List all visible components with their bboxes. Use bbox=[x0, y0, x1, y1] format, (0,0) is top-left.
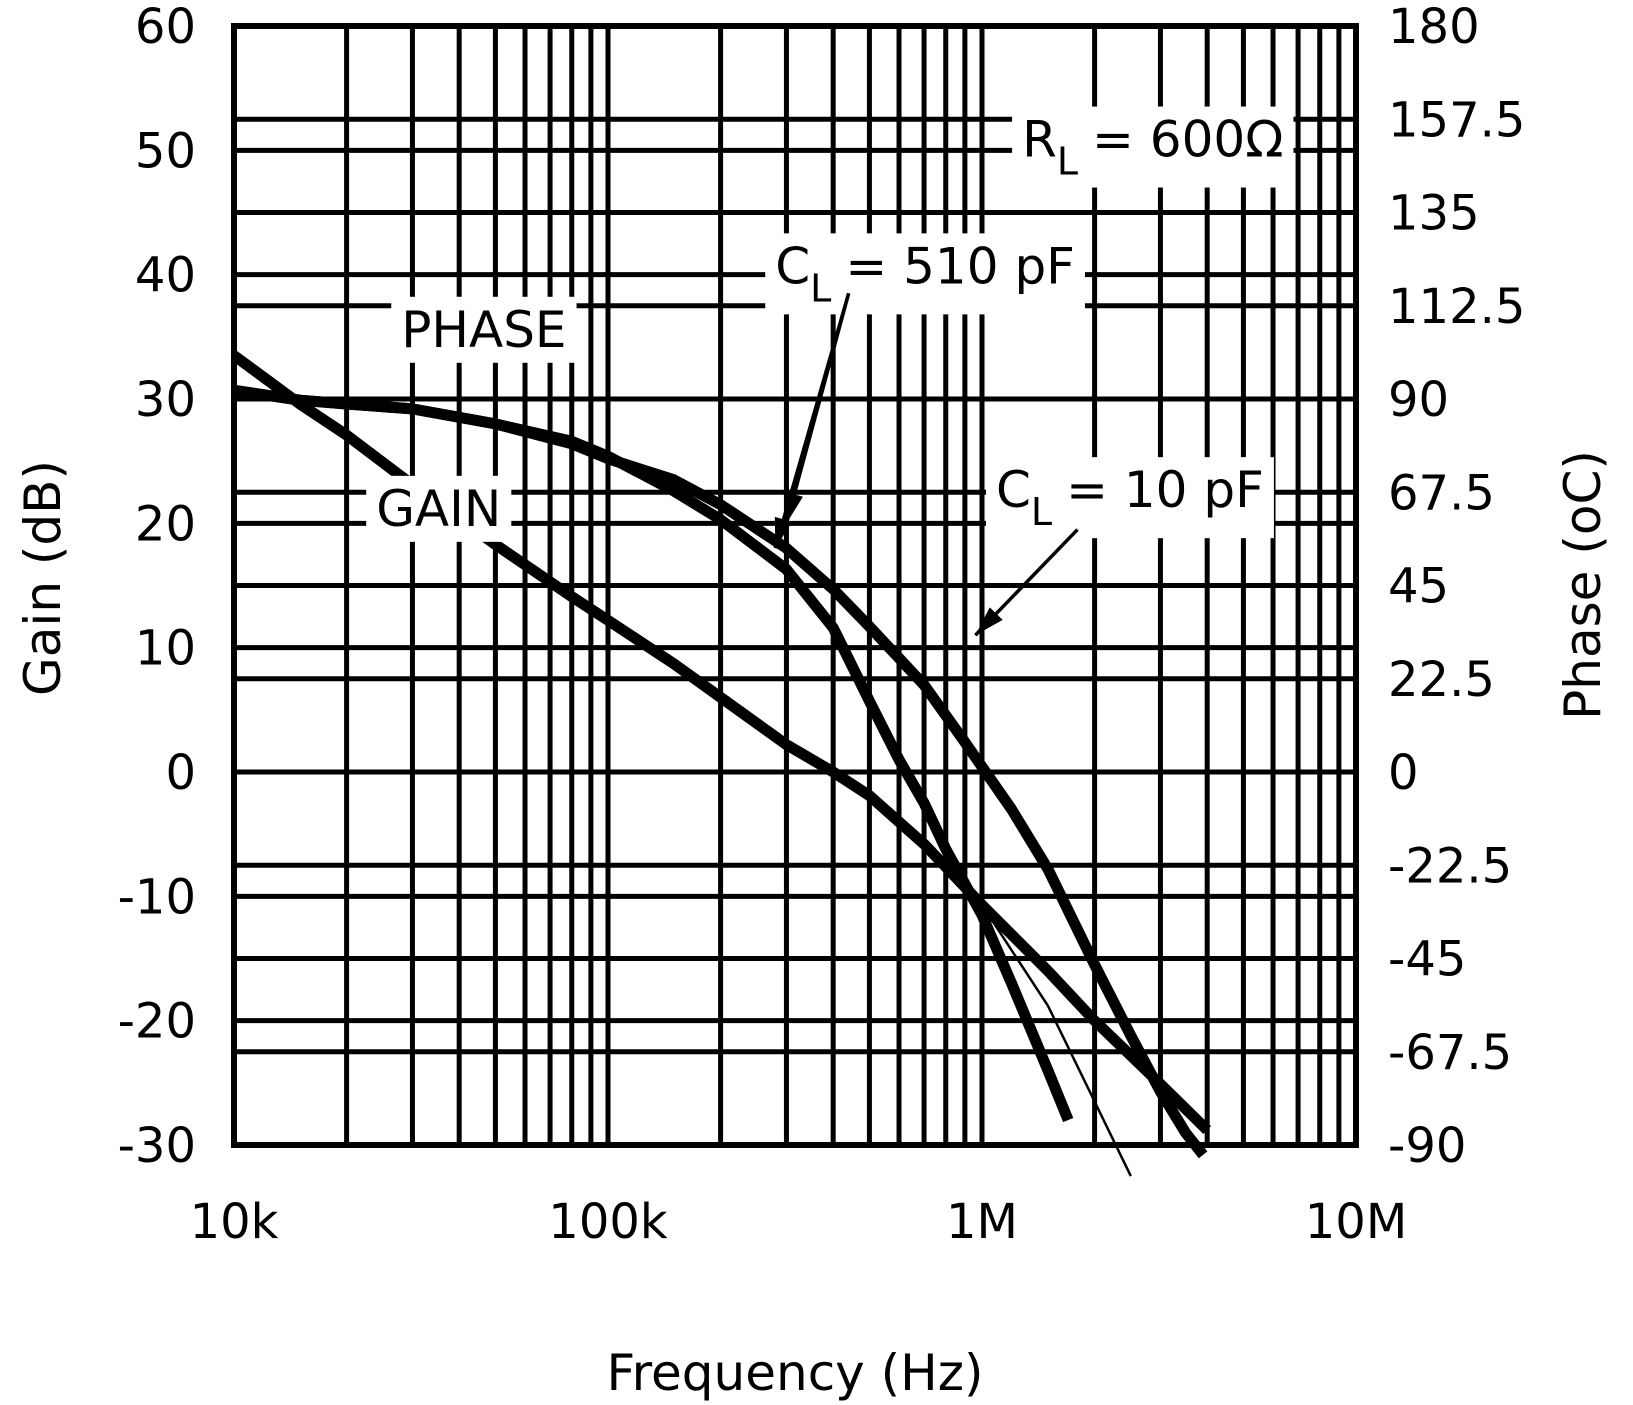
phase-tick-label: 67.5 bbox=[1388, 465, 1495, 521]
gain-tick-label: -30 bbox=[118, 1118, 196, 1174]
frequency-tick-label: 10k bbox=[190, 1194, 279, 1250]
annotation-text: C bbox=[775, 237, 810, 295]
phase-tick-label: 90 bbox=[1388, 372, 1449, 428]
annotation-subscript: L bbox=[810, 266, 831, 310]
frequency-tick-label: 1M bbox=[946, 1194, 1018, 1250]
annotation-label: RL = 600Ω bbox=[1022, 111, 1283, 184]
annotation-background bbox=[985, 457, 1274, 539]
annotation-text: R bbox=[1022, 111, 1057, 169]
annotation-background bbox=[366, 475, 512, 542]
series-line-gain-4 bbox=[980, 904, 1132, 1177]
phase-tick-label: 0 bbox=[1388, 745, 1419, 801]
phase-tick-label: 135 bbox=[1388, 186, 1480, 242]
annotation-text: C bbox=[996, 461, 1031, 519]
annotation-value: = 510 pF bbox=[845, 237, 1075, 295]
phase-tick-label: 45 bbox=[1388, 559, 1449, 615]
annotation-label: CL = 10 pF bbox=[996, 461, 1264, 534]
gain-tick-label: 40 bbox=[135, 248, 196, 304]
annotation-arrows bbox=[773, 292, 1079, 637]
gain-tick-label: 30 bbox=[135, 372, 196, 428]
arrow-cl-510pf-secondary-line bbox=[773, 292, 851, 549]
annotation-subscript: L bbox=[1031, 490, 1052, 534]
y-axis-title: Gain (dB) bbox=[14, 460, 72, 696]
arrow-cl-10pf-head bbox=[975, 607, 1003, 636]
phase-tick-label: -45 bbox=[1388, 932, 1466, 988]
phase-tick-label: 112.5 bbox=[1388, 279, 1525, 335]
gain-tick-label: 20 bbox=[135, 496, 196, 552]
plot-frame bbox=[231, 23, 1359, 1148]
y2-axis-title: Phase (oC) bbox=[1554, 450, 1612, 720]
x-axis-title: Frequency (Hz) bbox=[606, 1344, 983, 1402]
annotation-subscript: L bbox=[1057, 140, 1078, 184]
gain-tick-label: -10 bbox=[118, 869, 196, 925]
annotation-label: GAIN bbox=[376, 480, 501, 538]
annotation-text: PHASE bbox=[401, 301, 566, 359]
phase-tick-label: 22.5 bbox=[1388, 652, 1495, 708]
gain-tick-label: 50 bbox=[135, 123, 196, 179]
annotation-background bbox=[391, 296, 577, 363]
annotation-value: = 600Ω bbox=[1092, 111, 1283, 169]
gain-tick-label: 0 bbox=[165, 745, 196, 801]
phase-tick-label: -22.5 bbox=[1388, 838, 1512, 894]
annotation-text: GAIN bbox=[376, 480, 501, 538]
frequency-tick-label: 10M bbox=[1305, 1194, 1408, 1250]
annotation-label: PHASE bbox=[401, 301, 566, 359]
phase-tick-label: 180 bbox=[1388, 0, 1480, 55]
annotation-value: = 10 pF bbox=[1066, 461, 1264, 519]
annotation-background bbox=[1012, 106, 1294, 188]
gain-tick-label: 10 bbox=[135, 621, 196, 677]
arrow-cl-510pf-secondary-head bbox=[774, 516, 793, 549]
frequency-tick-label: 100k bbox=[548, 1194, 668, 1250]
gain-tick-label: -20 bbox=[118, 994, 196, 1050]
phase-tick-label: -90 bbox=[1388, 1118, 1466, 1174]
phase-tick-label: 157.5 bbox=[1388, 92, 1525, 148]
annotation-background bbox=[765, 233, 1085, 315]
gain-tick-label: 60 bbox=[135, 0, 196, 55]
phase-tick-labels: 180 157.5 135 112.5 90 67.5 45 22.5 0 -22.5 -45 -67… bbox=[1388, 0, 1525, 1174]
series-line-phase-2 bbox=[233, 384, 1074, 1123]
phase-tick-label: -67.5 bbox=[1388, 1025, 1512, 1081]
gain-tick-labels: 60 50 40 30 20 10 0 -10 -20 -30 bbox=[118, 0, 196, 1174]
annotation-label: CL = 510 pF bbox=[775, 237, 1075, 310]
frequency-tick-labels: 10k 100k 1M 10M bbox=[190, 1194, 1408, 1250]
